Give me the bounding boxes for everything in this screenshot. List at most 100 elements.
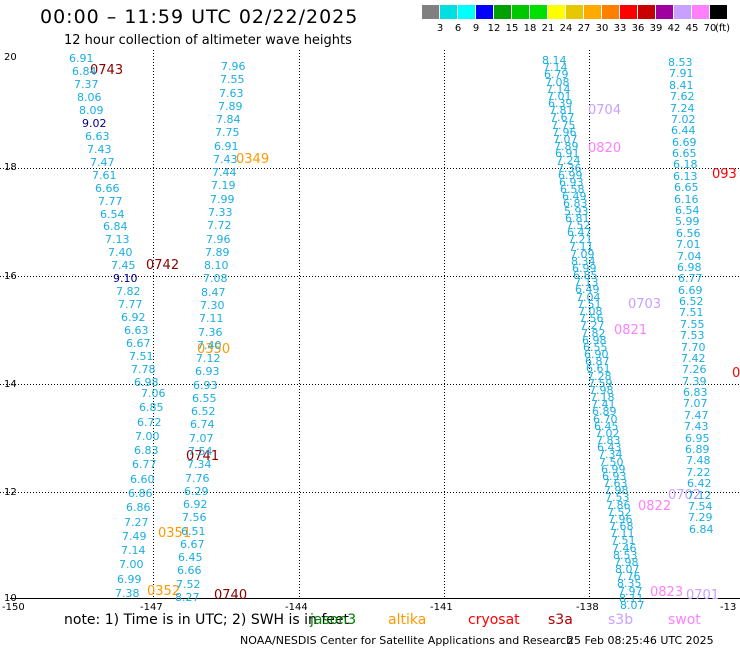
wave-height-value: 7.75 xyxy=(551,119,576,132)
wave-height-value: 7.44 xyxy=(212,166,237,179)
wave-height-value: 6.47 xyxy=(567,226,592,239)
wave-height-value: 8.07 xyxy=(620,599,645,612)
wave-height-value: 7.08 xyxy=(203,272,228,285)
wave-height-value: 7.84 xyxy=(216,113,241,126)
pass-label: 0740 xyxy=(214,588,248,603)
wave-height-value: 6.89 xyxy=(592,405,617,418)
wave-height-value: 7.47 xyxy=(684,409,709,422)
legend-swatch xyxy=(494,5,511,19)
wave-height-value: 8.11 xyxy=(619,592,644,605)
wave-height-value: 7.42 xyxy=(681,352,706,365)
wave-height-value: 6.93 xyxy=(195,365,220,378)
pass-label: 0350 xyxy=(197,342,231,357)
wave-height-value: 7.52 xyxy=(176,578,201,591)
wave-height-value: 7.51 xyxy=(129,350,154,363)
wave-height-value: 6.13 xyxy=(673,170,698,183)
wave-height-value: 7.11 xyxy=(199,312,224,325)
x-tick-150: -150 xyxy=(2,602,25,613)
wave-height-value: 6.86 xyxy=(126,501,151,514)
wave-height-value: 5.99 xyxy=(675,215,700,228)
legend-label: 15 xyxy=(505,23,519,34)
x-tick-141: -141 xyxy=(430,602,453,613)
wave-height-value: 6.49 xyxy=(575,283,600,296)
wave-height-value: 7.83 xyxy=(596,434,621,447)
satellite-label-s3b: s3b xyxy=(608,612,634,628)
legend-swatch xyxy=(656,5,673,19)
wave-height-value: 7.76 xyxy=(185,472,210,485)
wave-height-value: 7.19 xyxy=(211,179,236,192)
wave-height-value: 6.29 xyxy=(184,485,209,498)
wave-height-value: 8.41 xyxy=(669,79,694,92)
wave-height-value: 6.65 xyxy=(672,147,697,160)
wave-height-value: 6.16 xyxy=(674,193,699,206)
wave-height-value: 6.98 xyxy=(134,376,159,389)
wave-height-value: 7.34 xyxy=(598,448,623,461)
wave-height-value: 6.44 xyxy=(671,124,696,137)
legend-label: 27 xyxy=(577,23,591,34)
pass-label: 0 xyxy=(732,366,740,381)
pass-label: 0822 xyxy=(638,499,672,514)
wave-height-value: 6.66 xyxy=(95,182,120,195)
wave-height-value: 7.56 xyxy=(579,312,604,325)
wave-height-value: 8.47 xyxy=(201,286,226,299)
wave-height-value: 7.14 xyxy=(546,83,571,96)
wave-height-value: 7.45 xyxy=(111,259,136,272)
pass-label: 0704 xyxy=(588,103,622,118)
wave-height-value: 7.22 xyxy=(686,466,711,479)
wave-height-value: 7.39 xyxy=(682,375,707,388)
wave-height-value: 7.82 xyxy=(581,327,606,340)
wave-height-value: 7.62 xyxy=(670,90,695,103)
wave-height-value: 6.92 xyxy=(121,311,146,324)
wave-height-value: 6.90 xyxy=(584,348,609,361)
wave-height-value: 7.46 xyxy=(612,542,637,555)
wave-height-value: 7.89 xyxy=(218,100,243,113)
wave-height-value: 7.14 xyxy=(121,544,146,557)
legend-swatch xyxy=(692,5,709,19)
pass-label: 0349 xyxy=(236,152,270,167)
legend-label: 30 xyxy=(595,23,609,34)
wave-height-value: 7.36 xyxy=(198,326,223,339)
wave-height-value: 7.37 xyxy=(74,78,99,91)
wave-height-value: 8.35 xyxy=(617,577,642,590)
wave-height-value: 7.75 xyxy=(215,126,240,139)
wave-height-value: 6.52 xyxy=(191,405,216,418)
wave-height-value: 7.14 xyxy=(543,61,568,74)
legend-label: 3 xyxy=(436,23,444,34)
wave-height-value: 6.60 xyxy=(130,473,155,486)
wave-height-value: 7.07 xyxy=(189,432,214,445)
wave-height-value: 7.09 xyxy=(570,248,595,261)
chart-title: 00:00 – 11:59 UTC 02/22/2025 xyxy=(40,6,359,28)
legend-swatch xyxy=(602,5,619,19)
wave-height-value: 6.66 xyxy=(177,564,202,577)
wave-height-value: 6.39 xyxy=(548,97,573,110)
pass-label: 0742 xyxy=(146,258,180,273)
wave-height-value: 7.67 xyxy=(550,111,575,124)
wave-height-value: 6.77 xyxy=(678,272,703,285)
wave-height-value: 8.06 xyxy=(77,91,102,104)
wave-height-value: 6.42 xyxy=(687,477,712,490)
wave-height-value: 6.74 xyxy=(190,418,215,431)
pass-label: 0820 xyxy=(588,141,622,156)
wave-height-value: 6.83 xyxy=(683,386,708,399)
wave-height-value: 6.91 xyxy=(555,147,580,160)
wave-height-value: 5.93 xyxy=(564,205,589,218)
wave-height-value: 7.04 xyxy=(677,250,702,263)
pass-label: 0703 xyxy=(628,297,662,312)
legend-label: 24 xyxy=(559,23,573,34)
legend-label: 36 xyxy=(631,23,645,34)
legend-label: 42 xyxy=(667,23,681,34)
wave-height-value: 6.93 xyxy=(602,470,627,483)
wave-height-value: 6.85 xyxy=(573,269,598,282)
wave-height-value: 7.36 xyxy=(557,162,582,175)
wave-height-value: 7.13 xyxy=(574,276,599,289)
wave-height-value: 8.14 xyxy=(542,54,567,67)
wave-height-value: 6.63 xyxy=(124,324,149,337)
wave-height-value: 7.43 xyxy=(213,153,238,166)
wave-height-value: 7.72 xyxy=(207,219,232,232)
satellite-label-cryosat: cryosat xyxy=(468,612,520,628)
pass-label: 0743 xyxy=(90,63,124,78)
wave-height-value: 6.56 xyxy=(676,227,701,240)
y-tick-12: 12 xyxy=(4,487,17,498)
wave-height-value: 7.34 xyxy=(187,458,212,471)
wave-height-value: 7.52 xyxy=(607,506,632,519)
